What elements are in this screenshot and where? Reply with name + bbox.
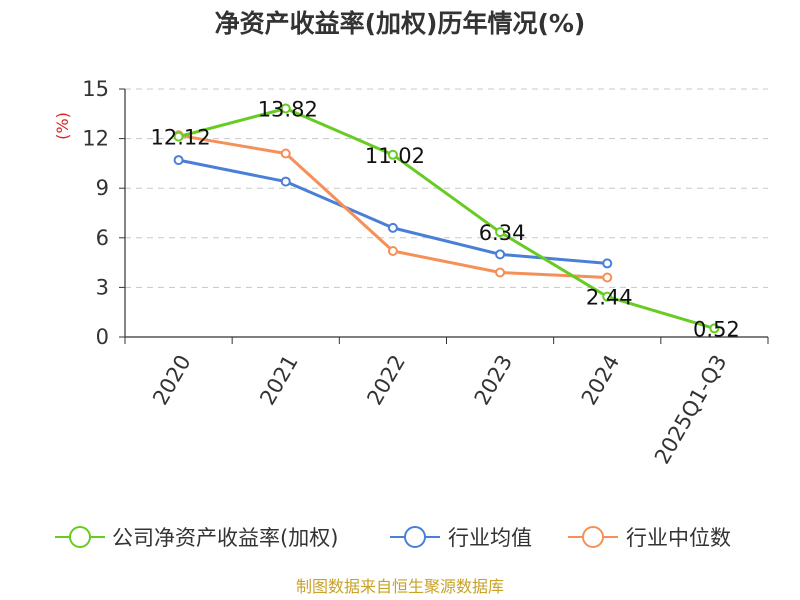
legend-marker[interactable] (404, 526, 426, 548)
legend-label[interactable]: 公司净资产收益率(加权) (112, 526, 338, 550)
y-tick-label: 12 (82, 127, 109, 151)
x-tick-label: 2021 (255, 351, 303, 409)
y-axis-label: (%) (53, 112, 72, 140)
data-point[interactable] (280, 176, 291, 187)
data-point[interactable] (602, 291, 613, 302)
legend-marker[interactable] (69, 526, 91, 548)
source-note: 制图数据来自恒生聚源数据库 (296, 577, 504, 596)
y-tick-label: 6 (96, 226, 109, 250)
legend[interactable]: 公司净资产收益率(加权) 行业均值 行业中位数 (55, 526, 731, 550)
x-tick-label: 2020 (148, 351, 196, 409)
x-tick-label: 2025Q1-Q3 (650, 351, 732, 468)
data-label: 0.52 (693, 317, 740, 341)
y-tick-label: 0 (96, 325, 109, 349)
series-line (178, 107, 715, 330)
data-point[interactable] (280, 103, 291, 114)
data-label: 13.82 (258, 98, 318, 122)
data-point[interactable] (173, 131, 184, 142)
data-label: 2.44 (586, 286, 633, 310)
x-tick-label: 2024 (577, 351, 625, 409)
data-point[interactable] (495, 249, 506, 260)
data-point[interactable] (387, 149, 398, 160)
grid (125, 88, 768, 288)
x-tick-label: 2023 (470, 351, 518, 409)
data-point[interactable] (602, 272, 613, 283)
data-label: 12.12 (151, 126, 211, 150)
chart-title: 净资产收益率(加权)历年情况(%) (215, 9, 586, 38)
data-point[interactable] (173, 155, 184, 166)
data-point[interactable] (602, 258, 613, 269)
data-point[interactable] (495, 267, 506, 278)
data-point[interactable] (709, 323, 720, 334)
y-tick-label: 3 (96, 275, 109, 299)
data-point[interactable] (387, 246, 398, 257)
data-point[interactable] (495, 227, 506, 238)
data-point[interactable] (280, 148, 291, 159)
y-tick-label: 15 (82, 77, 109, 101)
legend-marker[interactable] (582, 526, 604, 548)
x-tick-label: 2022 (362, 351, 410, 409)
legend-label[interactable]: 行业均值 (448, 526, 532, 550)
y-tick-label: 9 (96, 176, 109, 200)
data-label: 11.02 (365, 144, 425, 168)
legend-label[interactable]: 行业中位数 (626, 526, 731, 550)
data-point[interactable] (387, 222, 398, 233)
series (173, 103, 720, 334)
data-labels: 12.12 13.82 11.02 6.34 2.44 0.52 (151, 98, 740, 342)
data-label: 6.34 (479, 221, 526, 245)
